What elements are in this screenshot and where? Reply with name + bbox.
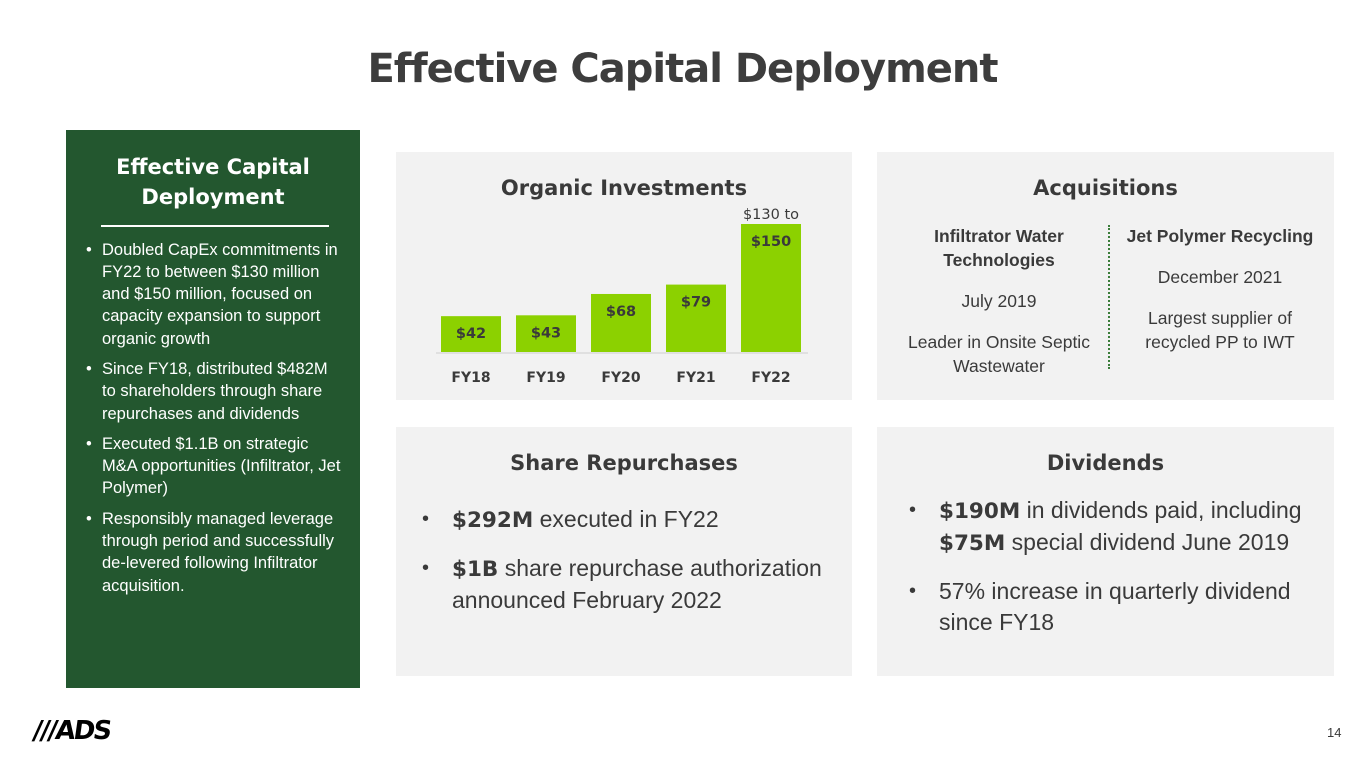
page-number: 14 (1327, 725, 1342, 740)
list-item-text: executed in FY22 (533, 506, 719, 532)
sidebar-panel: Effective Capital Deployment • Doubled Ca… (66, 130, 360, 688)
chart-bar-fy22 (741, 224, 801, 352)
chart-bar-fy20 (591, 293, 651, 352)
chart-data-label: $43 (531, 325, 561, 341)
sidebar-bullet-text: Since FY18, distributed $482M to shareho… (102, 359, 328, 423)
list-item: • 57% increase in quarterly dividend sinc… (909, 576, 1329, 638)
chart-tick-label: FY19 (526, 370, 565, 386)
bullet-icon: • (86, 240, 92, 259)
bullet-icon: • (909, 580, 917, 602)
acquisition-name: Infiltrator Water Technologies (934, 226, 1064, 270)
organic-investments-title: Organic Investments (500, 176, 748, 200)
sidebar-divider (101, 225, 329, 227)
sidebar-bullet: • Doubled CapEx commitments in FY22 to be… (86, 239, 344, 350)
sidebar-bullet: • Executed $1.1B on strategic M&A opportu… (86, 433, 344, 500)
share-repurchases-card: Share Repurchases • $292M executed in FY2… (396, 427, 852, 676)
chart-data-label: $42 (456, 326, 486, 342)
acquisitions-divider (1108, 225, 1110, 369)
list-item-text: share repurchase authorization announced… (452, 555, 822, 613)
slide-title: Effective Capital Deployment (367, 46, 998, 92)
sidebar-bullet: • Responsibly managed leverage through pe… (86, 508, 344, 597)
sidebar-title: Effective Capital Deployment (116, 155, 310, 209)
dividends-card: Dividends • $190M in dividends paid, incl… (877, 427, 1334, 676)
acquisitions-title: Acquisitions (1033, 176, 1178, 200)
organic-investments-card: Organic Investments $42 FY18 $43 FY19 $68 FY2… (396, 152, 852, 400)
chart-bar-fy19 (516, 315, 576, 352)
ads-logo: ///ADS (30, 716, 113, 746)
bullet-icon: • (422, 557, 430, 579)
sidebar-bullet-text: Responsibly managed leverage through per… (102, 509, 335, 595)
sidebar-bullet-text: Executed $1.1B on strategic M&A opportun… (102, 434, 341, 498)
list-item: • $1B share repurchase authorization anno… (422, 553, 842, 616)
list-item-text: in dividends paid, including (1020, 497, 1302, 523)
dividends-title: Dividends (1046, 451, 1165, 475)
chart-data-label: $150 (751, 234, 791, 250)
sidebar-bullet: • Since FY18, distributed $482M to shareh… (86, 358, 344, 425)
bullet-icon: • (86, 434, 92, 453)
organic-investments-chart: $42 FY18 $43 FY19 $68 FY20 $79 FY21 $150 FY22 $130… (436, 207, 808, 386)
chart-tick-label: FY18 (451, 370, 490, 386)
bullet-icon: • (909, 499, 917, 521)
list-item: • $190M in dividends paid, including $75M… (909, 495, 1329, 559)
highlight-value: $75M (939, 531, 1006, 556)
acquisition-description: Largest supplier of recycled PP to IWT (1145, 308, 1295, 352)
chart-data-label: $79 (681, 295, 711, 311)
bullet-icon: • (86, 509, 92, 528)
list-item: • $292M executed in FY22 (422, 504, 842, 536)
chart-data-label: $68 (606, 304, 636, 320)
chart-tick-label: FY21 (676, 370, 715, 386)
acquisition-jet-polymer: Jet Polymer Recycling December 2021 Larg… (1120, 224, 1320, 354)
acquisition-description: Leader in Onsite Septic Wastewater (908, 332, 1090, 376)
acquisition-infiltrator: Infiltrator Water Technologies July 2019… (899, 224, 1099, 378)
chart-bar-fy18 (441, 316, 501, 352)
highlight-value: $292M (452, 508, 534, 533)
sidebar-bullet-list: • Doubled CapEx commitments in FY22 to be… (86, 239, 344, 597)
chart-tick-label: FY22 (751, 370, 790, 386)
bullet-icon: • (422, 508, 430, 530)
acquisition-date: July 2019 (961, 291, 1037, 311)
highlight-value: $190M (939, 499, 1021, 524)
share-repurchases-list: • $292M executed in FY22 • $1B share repur… (422, 504, 842, 633)
sidebar-bullet-text: Doubled CapEx commitments in FY22 to bet… (102, 240, 338, 348)
highlight-value: $1B (452, 557, 499, 582)
list-item-text: 57% increase in quarterly dividend since… (939, 578, 1291, 635)
acquisition-date: December 2021 (1157, 267, 1283, 287)
chart-tick-label: FY20 (601, 370, 640, 386)
chart-bar-fy21 (666, 284, 726, 352)
dividends-list: • $190M in dividends paid, including $75M… (909, 495, 1329, 655)
acquisitions-card: Acquisitions Infiltrator Water Technolog… (877, 152, 1334, 400)
list-item-text: special dividend June 2019 (1005, 529, 1290, 555)
bullet-icon: • (86, 359, 92, 378)
acquisition-name: Jet Polymer Recycling (1126, 226, 1314, 246)
share-repurchases-title: Share Repurchases (510, 451, 738, 475)
chart-annotation: $130 to (743, 207, 799, 223)
